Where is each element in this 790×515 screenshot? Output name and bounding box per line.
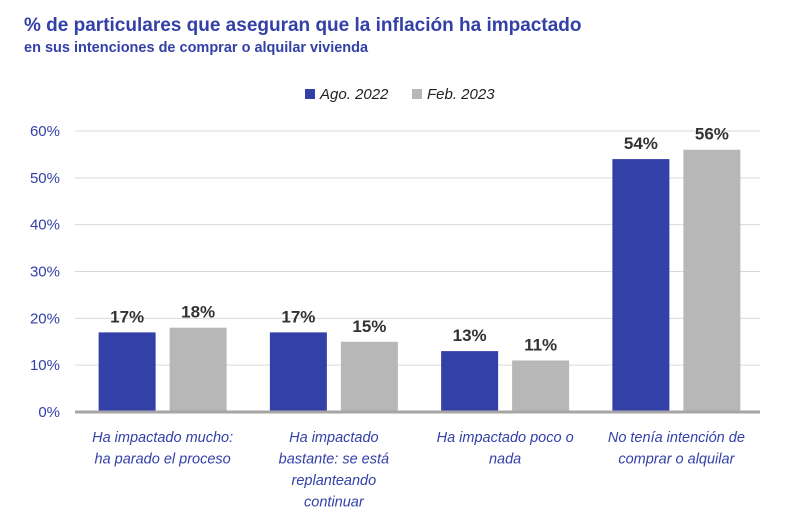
data-label: 56% xyxy=(695,125,729,144)
y-tick-label: 40% xyxy=(30,217,60,234)
chart-title: % de particulares que aseguran que la in… xyxy=(24,15,582,36)
y-tick-label: 60% xyxy=(30,123,60,140)
legend-label: Feb. 2023 xyxy=(427,86,495,103)
x-category-label: comprar o alquilar xyxy=(618,452,735,468)
y-tick-label: 30% xyxy=(30,264,60,281)
data-label: 13% xyxy=(453,326,487,345)
bar xyxy=(269,332,327,412)
x-category-label: continuar xyxy=(304,495,365,511)
x-category-label: replanteando xyxy=(292,473,377,489)
bar xyxy=(512,360,570,412)
x-category-label: bastante: se está xyxy=(279,452,389,468)
y-tick-label: 50% xyxy=(30,170,60,187)
bar xyxy=(683,149,741,412)
bar xyxy=(98,332,156,412)
x-category-label: ha parado el proceso xyxy=(95,452,231,468)
chart-subtitle: en sus intenciones de comprar o alquilar… xyxy=(24,40,369,56)
legend-label: Ago. 2022 xyxy=(319,86,389,103)
bar xyxy=(612,159,670,412)
data-label: 17% xyxy=(281,307,315,326)
bar xyxy=(169,327,227,412)
legend-swatch xyxy=(305,89,315,99)
y-tick-label: 20% xyxy=(30,310,60,327)
data-label: 54% xyxy=(624,134,658,153)
x-category-label: Ha impactado mucho: xyxy=(92,430,233,446)
x-category-label: nada xyxy=(489,452,521,468)
legend-swatch xyxy=(412,89,422,99)
y-tick-label: 0% xyxy=(38,404,60,421)
data-label: 11% xyxy=(524,335,557,354)
bar xyxy=(441,351,499,412)
data-label: 15% xyxy=(352,317,386,336)
y-tick-label: 10% xyxy=(30,357,60,374)
data-label: 17% xyxy=(110,307,144,326)
bar xyxy=(340,341,398,412)
x-category-label: No tenía intención de xyxy=(608,430,745,446)
x-category-label: Ha impactado poco o xyxy=(437,430,574,446)
data-label: 18% xyxy=(181,303,215,322)
x-category-label: Ha impactado xyxy=(289,430,378,446)
